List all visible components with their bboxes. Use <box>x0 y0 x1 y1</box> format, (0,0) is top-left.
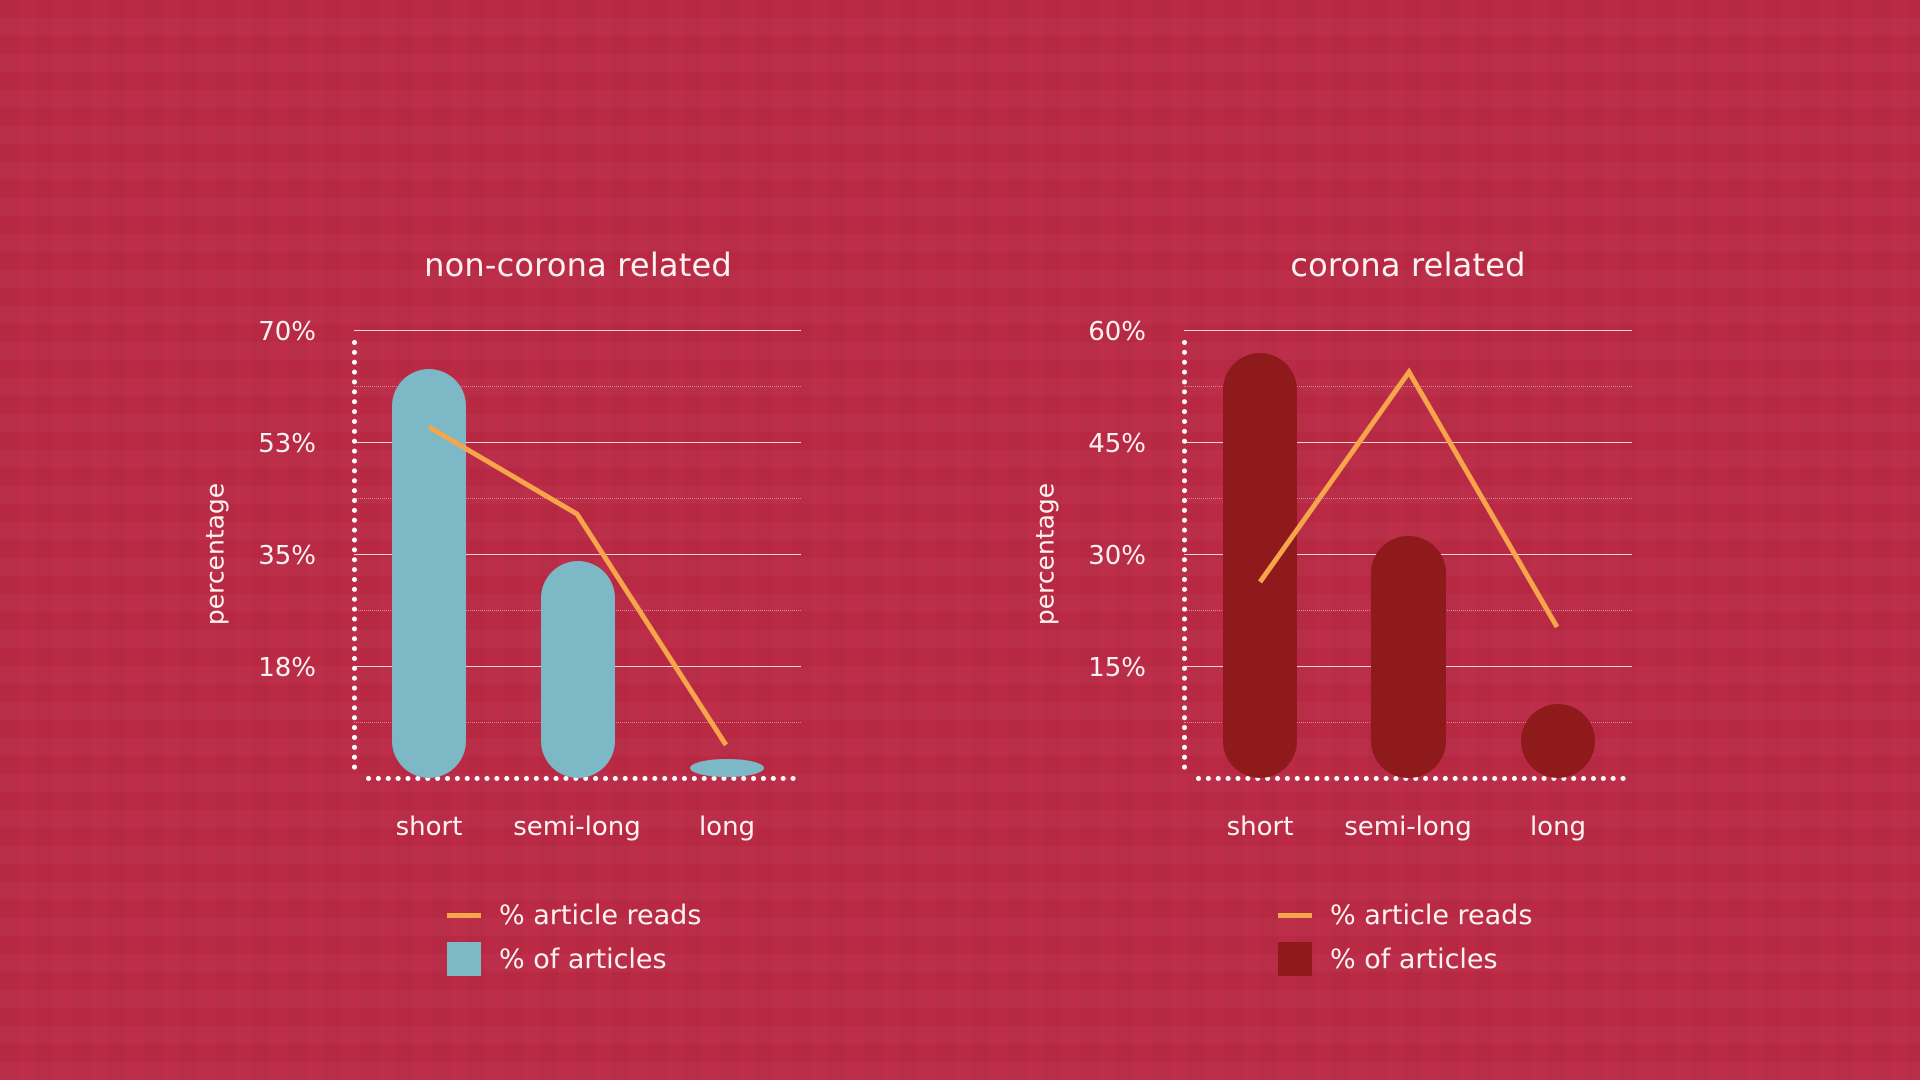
chart-non-corona: non-corona related percentage 70% 53% 35… <box>0 0 900 1080</box>
y-tick: 35% <box>258 541 316 571</box>
legend: % article reads % of articles <box>447 893 701 981</box>
bar-long <box>690 759 764 777</box>
gridline <box>1184 330 1632 331</box>
legend-line-swatch <box>447 912 481 918</box>
line-article-reads <box>427 424 729 747</box>
gridline <box>1184 442 1632 443</box>
bar-short <box>392 369 466 778</box>
legend-label: % of articles <box>499 943 667 975</box>
legend-label: % article reads <box>1330 899 1533 931</box>
gridline <box>354 442 801 443</box>
legend-bar-swatch <box>1278 942 1312 976</box>
gridline <box>354 330 801 331</box>
x-tick: long <box>1529 812 1587 842</box>
legend: % article reads % of articles <box>1278 893 1532 981</box>
y-tick: 60% <box>1088 317 1146 347</box>
gridline-minor <box>1184 498 1632 499</box>
y-tick: 45% <box>1088 429 1146 459</box>
x-tick: semi-long <box>513 812 641 842</box>
legend-item-bar: % of articles <box>447 937 701 981</box>
gridline <box>354 554 801 555</box>
gridline-minor <box>1184 386 1632 387</box>
x-tick: semi-long <box>1344 812 1472 842</box>
legend-item-bar: % of articles <box>1278 937 1532 981</box>
x-axis <box>1196 776 1626 787</box>
y-tick: 18% <box>258 653 316 683</box>
y-tick: 30% <box>1088 541 1146 571</box>
x-axis <box>366 776 796 787</box>
line-article-reads <box>1257 367 1560 629</box>
y-axis <box>1182 340 1193 770</box>
chart-title: corona related <box>1290 246 1526 284</box>
bar-short <box>1223 353 1297 778</box>
bar-semi-long <box>1371 536 1446 778</box>
legend-label: % of articles <box>1330 943 1498 975</box>
legend-line-swatch <box>1278 912 1312 918</box>
y-tick: 15% <box>1088 653 1146 683</box>
chart-title: non-corona related <box>424 246 732 284</box>
legend-item-line: % article reads <box>1278 893 1532 937</box>
legend-label: % article reads <box>499 899 702 931</box>
x-tick: short <box>395 812 463 842</box>
y-tick: 70% <box>258 317 316 347</box>
y-tick: 53% <box>258 429 316 459</box>
x-tick: short <box>1226 812 1294 842</box>
bar-long <box>1521 704 1595 778</box>
gridline-minor <box>354 386 801 387</box>
chart-corona: corona related percentage 60% 45% 30% 15… <box>830 0 1730 1080</box>
y-axis <box>352 340 363 770</box>
gridline-minor <box>354 498 801 499</box>
x-tick: long <box>698 812 756 842</box>
legend-bar-swatch <box>447 942 481 976</box>
bar-semi-long <box>541 561 615 778</box>
legend-item-line: % article reads <box>447 893 701 937</box>
